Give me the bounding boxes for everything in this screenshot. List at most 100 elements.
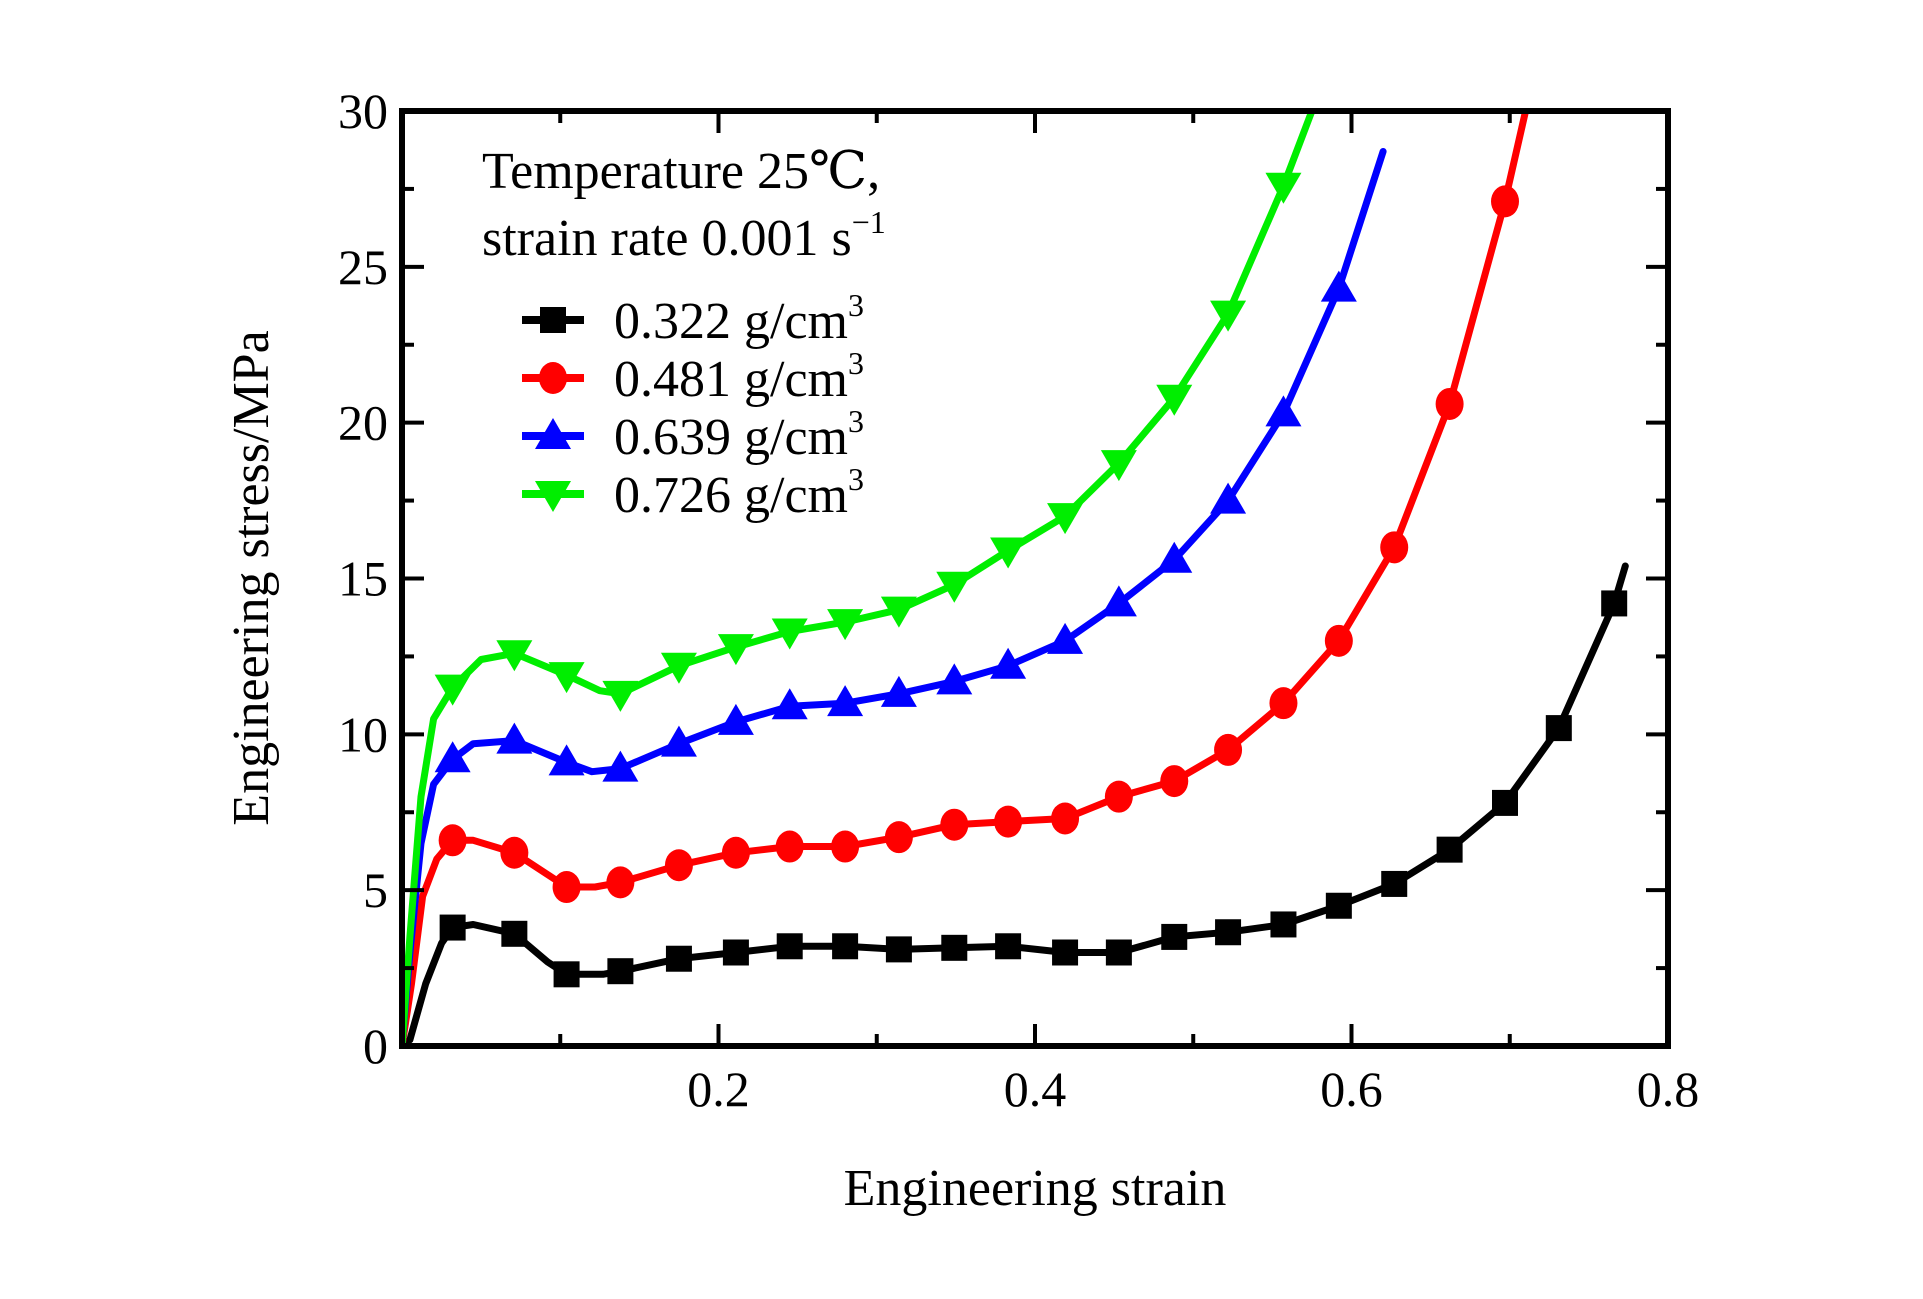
data-point-marker xyxy=(717,703,754,735)
marker-layer xyxy=(434,172,1628,988)
data-point-marker xyxy=(496,640,533,672)
data-point-marker xyxy=(722,939,749,966)
legend-marker xyxy=(540,307,566,333)
legend-entry-1: 0.481 g/cm3 xyxy=(522,345,864,408)
data-point-marker xyxy=(1381,870,1408,897)
series-markers-1 xyxy=(438,185,1520,904)
data-point-marker xyxy=(553,961,580,988)
data-point-marker xyxy=(1215,919,1242,946)
data-point-marker xyxy=(548,662,585,694)
x-tick-label: 0.8 xyxy=(1637,1061,1700,1117)
data-point-marker xyxy=(660,652,697,684)
data-point-marker xyxy=(1269,687,1298,720)
data-point-marker xyxy=(936,571,973,603)
legend-label-text: 0.639 g/cm xyxy=(614,409,848,466)
data-point-marker xyxy=(1265,172,1302,204)
data-point-marker xyxy=(1325,892,1352,919)
data-point-marker xyxy=(439,914,466,941)
legend-label-text: 0.726 g/cm xyxy=(614,467,848,524)
x-tick-label: 0.6 xyxy=(1320,1061,1383,1117)
data-point-marker xyxy=(884,821,913,854)
ticklabel-layer: 0.2 0.4 0.6 0.8 0 5 10 15 20 25 30 xyxy=(338,83,1699,1117)
data-point-marker xyxy=(434,741,471,773)
tick-layer xyxy=(402,109,1670,1048)
data-point-marker xyxy=(606,866,635,899)
data-point-marker xyxy=(1601,590,1628,617)
data-point-marker xyxy=(602,680,639,712)
data-point-marker xyxy=(434,674,471,706)
y-tick-label: 20 xyxy=(338,395,388,451)
data-point-marker xyxy=(1210,300,1247,332)
y-tick-label: 0 xyxy=(363,1018,388,1074)
data-point-marker xyxy=(1105,939,1132,966)
legend-label: 0.322 g/cm3 xyxy=(614,287,864,350)
series-markers-3 xyxy=(434,172,1302,712)
data-point-marker xyxy=(1320,270,1357,302)
data-point-marker xyxy=(1210,482,1247,514)
data-point-marker xyxy=(1545,715,1572,742)
data-point-marker xyxy=(438,824,467,857)
data-point-marker xyxy=(1324,624,1353,657)
legend-label-sup: 3 xyxy=(848,403,864,439)
legend-label: 0.481 g/cm3 xyxy=(614,345,864,408)
data-point-marker xyxy=(880,675,917,707)
legend-label: 0.639 g/cm3 xyxy=(614,403,864,466)
data-point-marker xyxy=(940,808,969,841)
legend-entry-3: 0.726 g/cm3 xyxy=(522,461,864,524)
legend-header-line2-text: strain rate 0.001 s xyxy=(482,210,852,267)
data-point-marker xyxy=(995,933,1022,960)
data-point-marker xyxy=(1380,531,1409,564)
data-point-marker xyxy=(665,945,692,972)
data-point-marker xyxy=(1156,541,1193,573)
data-point-marker xyxy=(775,830,804,863)
x-tick-label: 0.4 xyxy=(1004,1061,1067,1117)
data-point-marker xyxy=(1100,450,1137,482)
legend-header-line1: Temperature 25℃, xyxy=(482,143,880,200)
series-markers-2 xyxy=(434,270,1357,782)
data-point-marker xyxy=(552,871,581,904)
data-point-marker xyxy=(602,750,639,782)
data-point-marker xyxy=(721,836,750,869)
x-axis-title: Engineering strain xyxy=(844,1160,1227,1217)
data-point-marker xyxy=(1104,780,1133,813)
data-point-marker xyxy=(990,537,1027,569)
data-point-marker xyxy=(664,849,693,882)
legend-label-sup: 3 xyxy=(848,345,864,381)
data-point-marker xyxy=(831,830,860,863)
data-point-marker xyxy=(1160,765,1189,798)
data-point-marker xyxy=(1214,733,1243,766)
data-point-marker xyxy=(501,920,528,947)
data-point-marker xyxy=(776,933,803,960)
legend-label-text: 0.322 g/cm xyxy=(614,293,848,350)
x-tick-label: 0.2 xyxy=(687,1061,750,1117)
data-point-marker xyxy=(827,685,864,717)
data-point-marker xyxy=(885,936,912,963)
data-point-marker xyxy=(990,647,1027,679)
data-point-marker xyxy=(771,688,808,720)
data-point-marker xyxy=(496,722,533,754)
y-tick-label: 10 xyxy=(338,706,388,762)
legend-header-line2: strain rate 0.001 s−1 xyxy=(482,204,886,267)
data-point-marker xyxy=(717,634,754,666)
data-point-marker xyxy=(1265,395,1302,427)
series-line-0 xyxy=(402,562,1629,1046)
data-point-marker xyxy=(771,618,808,650)
data-point-marker xyxy=(1491,185,1520,218)
data-point-marker xyxy=(1100,585,1137,617)
data-point-marker xyxy=(1051,802,1080,835)
legend-label: 0.726 g/cm3 xyxy=(614,461,864,524)
data-point-marker xyxy=(827,609,864,641)
data-point-marker xyxy=(607,958,634,985)
y-tick-label: 15 xyxy=(338,551,388,607)
data-point-marker xyxy=(1270,911,1297,938)
data-point-marker xyxy=(660,725,697,757)
data-point-marker xyxy=(1436,836,1463,863)
data-point-marker xyxy=(548,744,585,776)
data-point-marker xyxy=(1047,622,1084,654)
data-point-marker xyxy=(1156,384,1193,416)
y-axis-title: Engineering stress/MPa xyxy=(223,330,280,825)
data-point-marker xyxy=(1492,789,1519,816)
series-markers-0 xyxy=(439,590,1628,988)
